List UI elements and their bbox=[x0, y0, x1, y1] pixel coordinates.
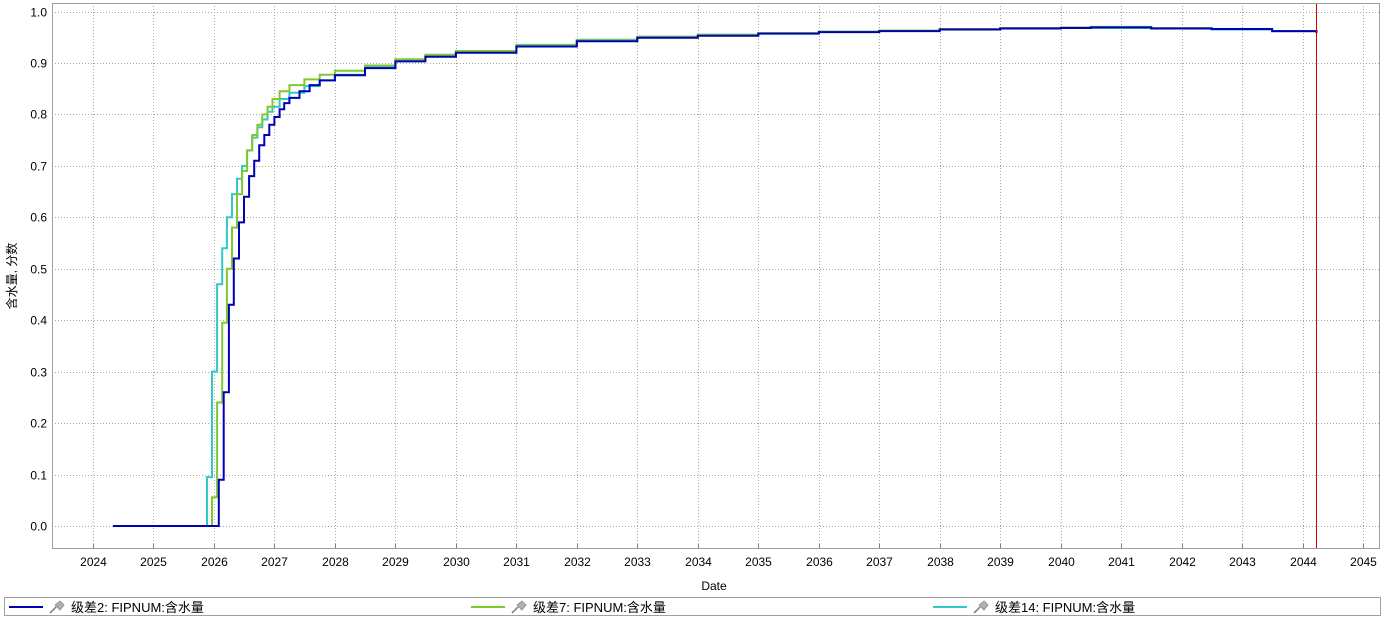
y-tick-label: 1.0 bbox=[30, 6, 47, 20]
legend-swatch bbox=[933, 605, 967, 608]
grid bbox=[52, 3, 1380, 549]
x-axis: 2024 2025 2026 2027 2028 2029 2030 2031 2032 2033… bbox=[80, 544, 1377, 569]
legend-item[interactable]: 级差7: FIPNUM:含水量 bbox=[471, 598, 666, 615]
legend-swatch bbox=[471, 605, 505, 608]
x-tick-label: 2035 bbox=[745, 555, 772, 569]
y-tick-label: 0.9 bbox=[30, 57, 47, 71]
x-tick-label: 2041 bbox=[1108, 555, 1135, 569]
series-line-0[interactable] bbox=[113, 26, 1318, 527]
legend-item[interactable]: 级差2: FIPNUM:含水量 bbox=[9, 598, 204, 615]
pin-icon[interactable] bbox=[511, 599, 527, 614]
y-tick-label: 0.1 bbox=[30, 469, 47, 483]
y-tick-label: 0.7 bbox=[30, 160, 47, 174]
x-tick-label: 2036 bbox=[806, 555, 833, 569]
x-tick-label: 2025 bbox=[140, 555, 167, 569]
legend-label: 级差7: FIPNUM:含水量 bbox=[533, 600, 666, 615]
x-tick-label: 2029 bbox=[382, 555, 409, 569]
y-tick-label: 0.5 bbox=[30, 263, 47, 277]
x-tick-label: 2044 bbox=[1290, 555, 1317, 569]
x-tick-label: 2031 bbox=[503, 555, 530, 569]
legend-label: 级差14: FIPNUM:含水量 bbox=[995, 600, 1136, 615]
x-tick-label: 2045 bbox=[1350, 555, 1377, 569]
legend-label: 级差2: FIPNUM:含水量 bbox=[71, 600, 204, 615]
y-tick-label: 0.3 bbox=[30, 366, 47, 380]
x-tick-label: 2040 bbox=[1048, 555, 1075, 569]
series-line-2[interactable] bbox=[113, 27, 1318, 527]
y-axis: 0.0 0.1 0.2 0.3 0.4 0.5 0.6 0.7 0.8 0.9 1.0 bbox=[30, 6, 47, 534]
x-tick-label: 2032 bbox=[564, 555, 591, 569]
x-tick-label: 2042 bbox=[1169, 555, 1196, 569]
x-tick-label: 2034 bbox=[685, 555, 712, 569]
x-tick-label: 2024 bbox=[80, 555, 107, 569]
legend-item[interactable]: 级差14: FIPNUM:含水量 bbox=[933, 598, 1135, 615]
y-tick-label: 0.8 bbox=[30, 108, 47, 122]
y-tick-label: 0.2 bbox=[30, 417, 47, 431]
y-tick-label: 0.0 bbox=[30, 520, 47, 534]
water-cut-chart: 2024 2025 2026 2027 2028 2029 2030 2031 2032 2033… bbox=[4, 3, 1380, 593]
x-tick-label: 2026 bbox=[201, 555, 228, 569]
y-tick-label: 0.6 bbox=[30, 211, 47, 225]
x-tick-label: 2033 bbox=[624, 555, 651, 569]
x-tick-label: 2039 bbox=[987, 555, 1014, 569]
x-tick-label: 2037 bbox=[866, 555, 893, 569]
legend-swatch bbox=[9, 605, 43, 608]
series-line-1[interactable] bbox=[113, 25, 1318, 527]
pin-icon[interactable] bbox=[49, 599, 65, 614]
x-tick-label: 2038 bbox=[927, 555, 954, 569]
x-tick-label: 2028 bbox=[322, 555, 349, 569]
legend: 级差2: FIPNUM:含水量 级差7: FIPNUM:含水量 级差14: FIPN… bbox=[4, 597, 1381, 616]
y-tick-label: 0.4 bbox=[30, 314, 47, 328]
x-tick-label: 2027 bbox=[261, 555, 288, 569]
y-axis-label: 含水量, 分数 bbox=[4, 243, 19, 310]
x-tick-label: 2043 bbox=[1229, 555, 1256, 569]
x-axis-label: Date bbox=[701, 579, 727, 593]
x-tick-label: 2030 bbox=[443, 555, 470, 569]
series-lines bbox=[113, 25, 1318, 527]
pin-icon[interactable] bbox=[973, 599, 989, 614]
plot-frame bbox=[52, 3, 1380, 549]
